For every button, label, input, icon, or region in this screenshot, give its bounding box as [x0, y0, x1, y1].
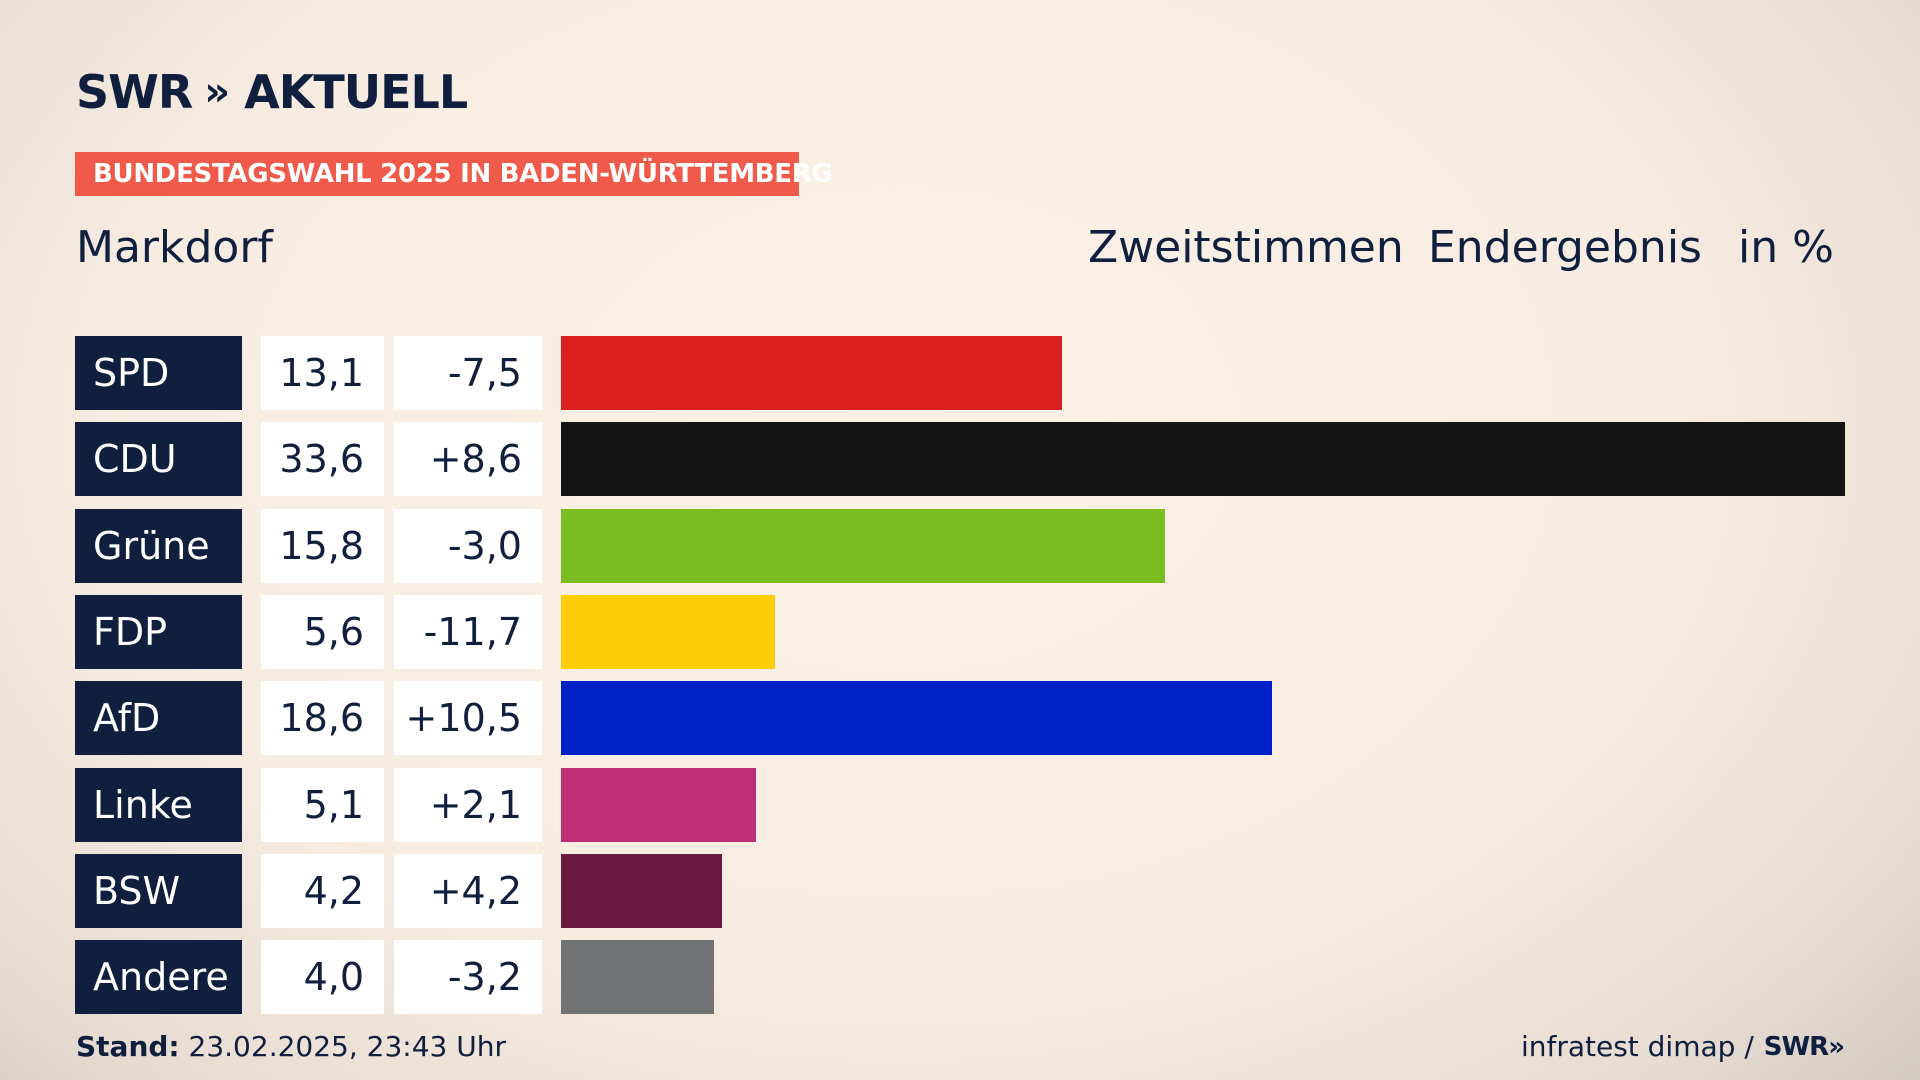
- timestamp: Stand: 23.02.2025, 23:43 Uhr: [76, 1030, 506, 1063]
- vote-share-label: 5,6: [261, 594, 384, 669]
- party-label: CDU: [75, 422, 242, 497]
- result-bar: [561, 853, 722, 928]
- vote-share-label: 33,6: [261, 422, 384, 497]
- brand-name: SWR: [76, 65, 193, 119]
- party-label: AfD: [75, 681, 242, 756]
- header-status: Endergebnis: [1428, 222, 1702, 273]
- region-title: Markdorf: [76, 222, 273, 273]
- vote-share-label: 18,6: [261, 681, 384, 756]
- header-unit: in %: [1738, 222, 1834, 273]
- result-row: AfD 18,6 +10,5: [0, 681, 1920, 756]
- party-label: Linke: [75, 767, 242, 842]
- vote-share-label: 13,1: [261, 336, 384, 410]
- result-bar: [561, 940, 714, 1015]
- stand-label: Stand:: [76, 1030, 180, 1063]
- chevron-mini-icon: »: [1828, 1031, 1845, 1062]
- party-label: FDP: [75, 594, 242, 669]
- result-row: BSW 4,2 +4,2: [0, 853, 1920, 928]
- change-label: +4,2: [394, 853, 542, 928]
- result-bar: [561, 681, 1272, 756]
- header-vote-type: Zweitstimmen: [1088, 222, 1404, 273]
- source-text: infratest dimap /: [1520, 1030, 1754, 1063]
- vote-share-label: 4,2: [261, 853, 384, 928]
- vote-share-label: 5,1: [261, 767, 384, 842]
- change-label: -3,2: [394, 940, 542, 1015]
- swr-aktuell-logo: SWR » AKTUELL: [76, 65, 468, 119]
- result-row: Andere 4,0 -3,2: [0, 940, 1920, 1015]
- result-bar: [561, 594, 775, 669]
- election-kicker: BUNDESTAGSWAHL 2025 IN BADEN-WÜRTTEMBERG: [75, 152, 833, 196]
- result-bar: [561, 767, 756, 842]
- result-row: Linke 5,1 +2,1: [0, 767, 1920, 842]
- party-label: BSW: [75, 853, 242, 928]
- brand-product: AKTUELL: [244, 65, 468, 119]
- party-label: SPD: [75, 336, 242, 410]
- change-label: +8,6: [394, 422, 542, 497]
- change-label: -11,7: [394, 594, 542, 669]
- vote-share-label: 4,0: [261, 940, 384, 1015]
- result-bar: [561, 422, 1845, 497]
- chevron-logo-icon: »: [204, 69, 230, 115]
- result-row: FDP 5,6 -11,7: [0, 594, 1920, 669]
- party-label: Andere: [75, 940, 242, 1015]
- swr-mini-logo: SWR»: [1763, 1031, 1845, 1062]
- result-bar: [561, 336, 1062, 410]
- result-row: CDU 33,6 +8,6: [0, 422, 1920, 497]
- result-bar: [561, 508, 1165, 583]
- party-label: Grüne: [75, 508, 242, 583]
- change-label: +10,5: [394, 681, 542, 756]
- source-credit: infratest dimap / SWR»: [1520, 1030, 1845, 1063]
- result-row: SPD 13,1 -7,5: [0, 336, 1920, 410]
- source-brand: SWR: [1763, 1031, 1829, 1062]
- stand-value: 23.02.2025, 23:43 Uhr: [188, 1030, 506, 1063]
- change-label: +2,1: [394, 767, 542, 842]
- result-row: Grüne 15,8 -3,0: [0, 508, 1920, 583]
- change-label: -3,0: [394, 508, 542, 583]
- vote-share-label: 15,8: [261, 508, 384, 583]
- change-label: -7,5: [394, 336, 542, 410]
